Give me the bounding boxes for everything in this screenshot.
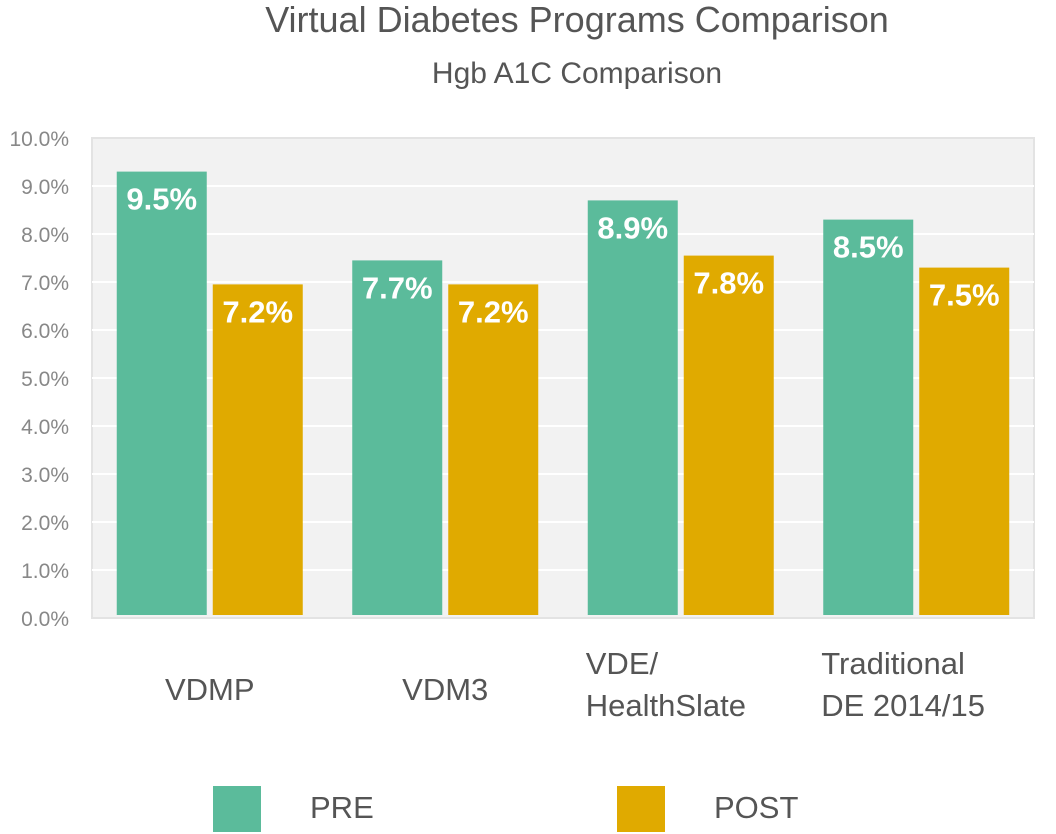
x-tick-label: VDE/ bbox=[586, 646, 659, 681]
bar-pre bbox=[352, 260, 443, 615]
bar-post bbox=[919, 267, 1010, 615]
y-tick-label: 7.0% bbox=[21, 272, 69, 295]
y-tick-label: 2.0% bbox=[21, 512, 69, 535]
x-axis: VDMP VDM3 VDE/HealthSlate Traditional DE 201… bbox=[165, 646, 985, 723]
legend-swatch bbox=[213, 786, 261, 832]
y-tick-label: 8.0% bbox=[21, 224, 69, 247]
x-tick-label: HealthSlate bbox=[586, 688, 746, 723]
legend-swatch bbox=[617, 786, 665, 832]
x-tick-label: Traditional bbox=[821, 646, 965, 681]
data-label: 7.8% bbox=[693, 266, 764, 301]
bar-pre bbox=[823, 219, 914, 615]
y-tick-label: 1.0% bbox=[21, 560, 69, 583]
bar-labels: 9.5% 7.7% 8.9% 8.5% 7.2% 7.2% 7.8% 7.5% bbox=[126, 182, 999, 330]
data-label: 7.5% bbox=[929, 278, 1000, 313]
bars bbox=[116, 171, 1010, 615]
y-tick-label: 0.0% bbox=[21, 608, 69, 631]
bar-post bbox=[448, 284, 539, 615]
bar-post bbox=[683, 255, 774, 615]
x-tick-label: VDMP bbox=[165, 672, 255, 707]
chart-subtitle: Hgb A1C Comparison bbox=[432, 57, 722, 90]
x-tick-label: DE 2014/15 bbox=[821, 688, 985, 723]
bar-post bbox=[212, 284, 303, 615]
y-axis: 0.0% 1.0% 2.0% 3.0% 4.0% 5.0% 6.0% 7.0% 8.0% 9.0%… bbox=[9, 128, 69, 631]
bar-pre bbox=[116, 171, 207, 615]
legend: PRE POST bbox=[213, 786, 798, 832]
x-tick-label: VDM3 bbox=[402, 672, 488, 707]
y-tick-label: 6.0% bbox=[21, 320, 69, 343]
chart-title: Virtual Diabetes Programs Comparison bbox=[265, 0, 889, 40]
bar-pre bbox=[587, 200, 678, 615]
y-tick-label: 9.0% bbox=[21, 176, 69, 199]
legend-label: POST bbox=[714, 790, 798, 825]
data-label: 7.2% bbox=[222, 294, 293, 329]
legend-label: PRE bbox=[310, 790, 374, 825]
data-label: 8.9% bbox=[597, 210, 668, 245]
y-tick-label: 4.0% bbox=[21, 416, 69, 439]
data-label: 7.2% bbox=[458, 294, 529, 329]
data-label: 8.5% bbox=[833, 230, 904, 265]
y-tick-label: 10.0% bbox=[9, 128, 69, 151]
y-tick-label: 5.0% bbox=[21, 368, 69, 391]
data-label: 7.7% bbox=[362, 270, 433, 305]
data-label: 9.5% bbox=[126, 182, 197, 217]
y-tick-label: 3.0% bbox=[21, 464, 69, 487]
